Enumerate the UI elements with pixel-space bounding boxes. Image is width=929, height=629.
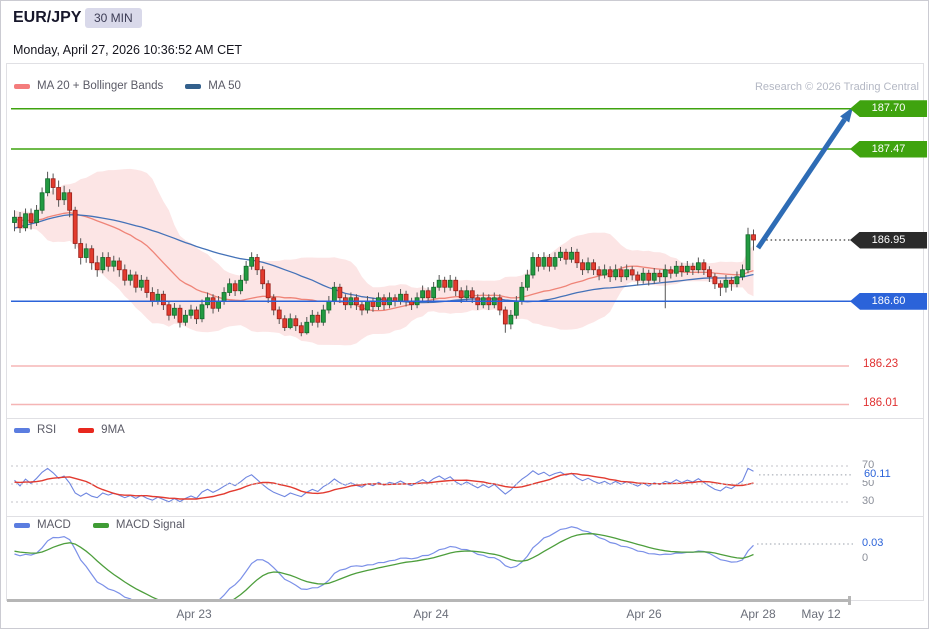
panel-separator-macd	[6, 516, 924, 517]
timeframe-badge: 30 MIN	[85, 8, 142, 28]
symbol-title: EUR/JPY	[13, 9, 82, 26]
panel-separator-rsi	[6, 418, 924, 419]
chart-datetime: Monday, April 27, 2026 10:36:52 AM CET	[13, 43, 243, 57]
time-scrollbar[interactable]	[7, 599, 849, 602]
time-scrollbar-handle[interactable]	[848, 596, 851, 605]
chart-container[interactable]	[6, 63, 924, 601]
